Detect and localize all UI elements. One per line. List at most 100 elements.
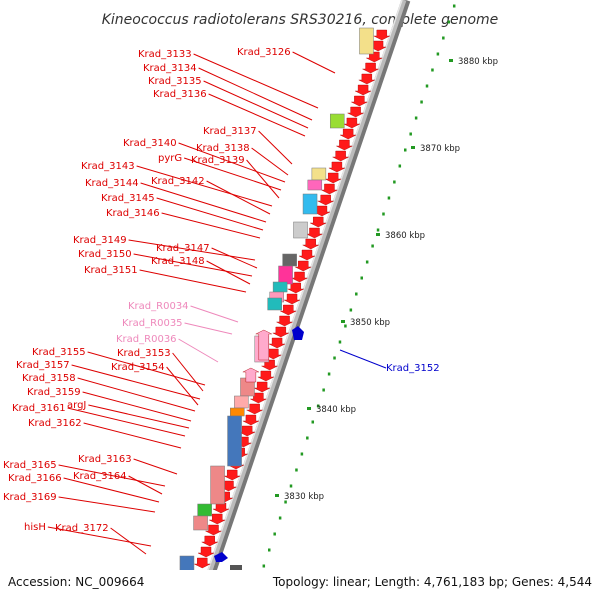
tick-mark xyxy=(436,52,440,56)
scale-tick-major xyxy=(411,146,415,149)
leader-line xyxy=(258,130,293,165)
tick-mark xyxy=(387,196,391,200)
reverse-gene-arrow xyxy=(292,326,304,340)
tick-mark xyxy=(355,292,358,296)
gene-arrow xyxy=(268,337,286,349)
gene-label: Krad_3164 xyxy=(73,471,127,482)
tick-mark xyxy=(284,500,287,504)
gene-label: Krad_3145 xyxy=(101,193,155,204)
gene-arrow xyxy=(358,73,375,85)
gene-arrow xyxy=(317,194,334,206)
gene-label: Krad_3146 xyxy=(106,208,160,219)
genome-backbone xyxy=(197,0,411,600)
leader-line xyxy=(58,464,166,487)
tick-mark xyxy=(333,356,336,360)
feature-box xyxy=(230,407,245,417)
footer-background xyxy=(0,570,600,600)
gene-label: Krad_3139 xyxy=(191,155,245,166)
leader-line xyxy=(339,349,387,369)
feature-box xyxy=(311,167,327,181)
tick-mark xyxy=(447,20,451,24)
leader-line xyxy=(190,305,239,323)
gene-label: Krad_3140 xyxy=(123,138,177,149)
tick-mark xyxy=(376,228,380,232)
scale-tick-major xyxy=(275,494,279,497)
leader-line xyxy=(211,247,258,269)
leader-line xyxy=(67,407,186,437)
gene-arrow xyxy=(276,315,293,327)
gene-label: Krad_3135 xyxy=(148,76,202,87)
scale-label-2: 3860 kbp xyxy=(385,231,425,241)
tick-mark xyxy=(322,388,325,392)
tick-mark xyxy=(289,484,293,488)
leader-line xyxy=(63,477,160,503)
tick-mark xyxy=(398,164,402,168)
gene-arrow xyxy=(272,326,289,338)
gene-arrow xyxy=(246,403,263,415)
gene-label: Krad_3134 xyxy=(143,63,197,74)
tick-mark xyxy=(404,148,407,152)
gene-label: Krad_3172 xyxy=(55,523,109,534)
gene-arrow xyxy=(261,359,278,371)
tick-mark xyxy=(365,260,369,264)
leader-line xyxy=(172,352,204,392)
feature-box xyxy=(230,565,242,571)
gene-label: Krad_3159 xyxy=(27,387,81,398)
gene-label: Krad_3155 xyxy=(32,347,86,358)
gene-label: Krad_3158 xyxy=(22,373,76,384)
tick-mark xyxy=(273,532,276,536)
gene-arrow xyxy=(224,469,241,481)
tick-mark xyxy=(414,116,418,120)
gene-label: Krad_3143 xyxy=(81,161,135,172)
feature-box xyxy=(302,193,318,215)
scale-tick-major xyxy=(307,407,311,410)
gene-arrow xyxy=(197,546,215,558)
feature-box xyxy=(210,465,225,505)
leader-line xyxy=(83,422,182,449)
tick-mark xyxy=(278,516,282,520)
gene-arrow xyxy=(287,282,304,294)
tick-mark xyxy=(420,100,423,104)
tick-mark xyxy=(382,212,385,216)
tick-mark xyxy=(344,324,347,328)
gene-label: argJ xyxy=(67,400,86,411)
tick-mark xyxy=(295,468,298,472)
leader-line xyxy=(87,351,206,386)
feature-box xyxy=(282,253,297,267)
gene-label: pyrG xyxy=(158,153,182,164)
gene-label: Krad_3147 xyxy=(156,243,210,254)
gene-arrow xyxy=(242,414,259,426)
gene-label: Krad_3126 xyxy=(237,47,291,58)
feature-box xyxy=(278,265,293,285)
gene-arrow xyxy=(194,557,211,569)
tick-mark xyxy=(349,308,353,312)
leader-line xyxy=(161,212,261,239)
gene-label: Krad_3153 xyxy=(117,348,171,359)
gene-label: Krad_3149 xyxy=(73,235,127,246)
gene-arrow xyxy=(340,128,357,140)
leader-line xyxy=(128,239,256,261)
accession-text: Accession: NC_009664 xyxy=(8,575,144,589)
scale-tick-major xyxy=(341,320,345,323)
gene-arrow xyxy=(366,51,383,63)
tick-mark xyxy=(268,548,271,552)
scale-label-5: 3830 kbp xyxy=(284,492,324,502)
leader-line xyxy=(133,253,253,277)
gene-arrow xyxy=(362,62,379,74)
leader-line xyxy=(133,458,178,475)
leader-line xyxy=(193,53,319,109)
gene-label: Krad_3163 xyxy=(78,454,132,465)
gene-label: Krad_3151 xyxy=(84,265,138,276)
leader-line xyxy=(183,157,282,191)
tick-mark xyxy=(338,340,342,344)
gene-label: Krad_3142 xyxy=(151,176,205,187)
gene-label: Krad_3166 xyxy=(8,473,62,484)
gene-arrow xyxy=(321,183,338,195)
gene-label: Krad_3161 xyxy=(12,403,66,414)
gene-label: Krad_R0035 xyxy=(122,318,183,329)
tick-mark xyxy=(442,36,445,40)
gene-arrow xyxy=(325,172,342,184)
feature-box xyxy=(267,297,282,311)
rna-feature-arrow xyxy=(255,329,272,361)
